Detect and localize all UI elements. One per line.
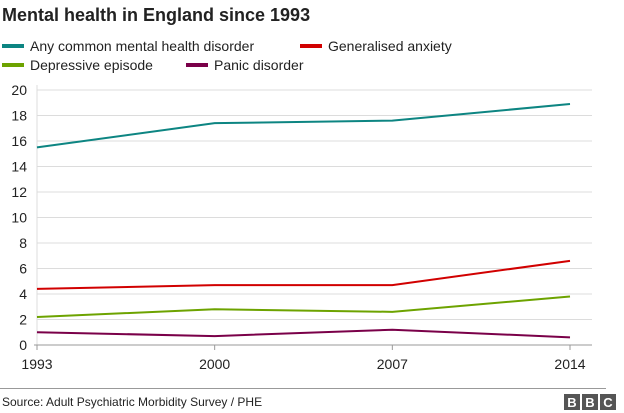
chart-title: Mental health in England since 1993: [2, 5, 311, 25]
y-tick-label: 12: [11, 184, 27, 200]
y-tick-label: 16: [11, 133, 27, 149]
legend-item-any-common: Any common mental health disorder: [2, 38, 254, 54]
y-tick-label: 8: [19, 235, 27, 251]
line-chart: 0 2 4 6 8 10 12 14 16 18 20 1993 2000 2007 2014: [11, 82, 592, 372]
series-line-1: [36, 259, 571, 290]
legend-label: Panic disorder: [214, 57, 304, 73]
series-line-0: [36, 103, 571, 149]
y-tick-label: 0: [19, 337, 27, 353]
y-tick-label: 14: [11, 159, 27, 175]
series-line-2: [36, 295, 571, 318]
y-tick-label: 4: [19, 286, 27, 302]
legend-label: Depressive episode: [30, 57, 153, 73]
series-line-3: [36, 328, 571, 339]
legend-swatch: [300, 44, 322, 48]
x-tick-label: 2000: [199, 356, 230, 372]
y-tick-label: 6: [19, 261, 27, 277]
footer-divider: [0, 388, 606, 389]
y-tick-label: 10: [11, 210, 27, 226]
legend-swatch: [186, 63, 208, 67]
legend-label: Any common mental health disorder: [30, 38, 255, 54]
legend-item-depressive: Depressive episode: [2, 57, 153, 73]
legend-swatch: [2, 44, 24, 48]
legend-item-panic: Panic disorder: [186, 57, 304, 73]
source-note: Source: Adult Psychiatric Morbidity Surv…: [2, 395, 263, 409]
legend-label: Generalised anxiety: [328, 38, 452, 54]
x-tick-label: 2007: [377, 356, 408, 372]
y-tick-label: 2: [19, 312, 27, 328]
y-tick-label: 20: [11, 82, 27, 98]
y-tick-label: 18: [11, 108, 27, 124]
legend-item-anxiety: Generalised anxiety: [300, 38, 452, 54]
legend-swatch: [2, 63, 24, 67]
x-tick-label: 1993: [21, 356, 52, 372]
x-tick-label: 2014: [554, 356, 585, 372]
